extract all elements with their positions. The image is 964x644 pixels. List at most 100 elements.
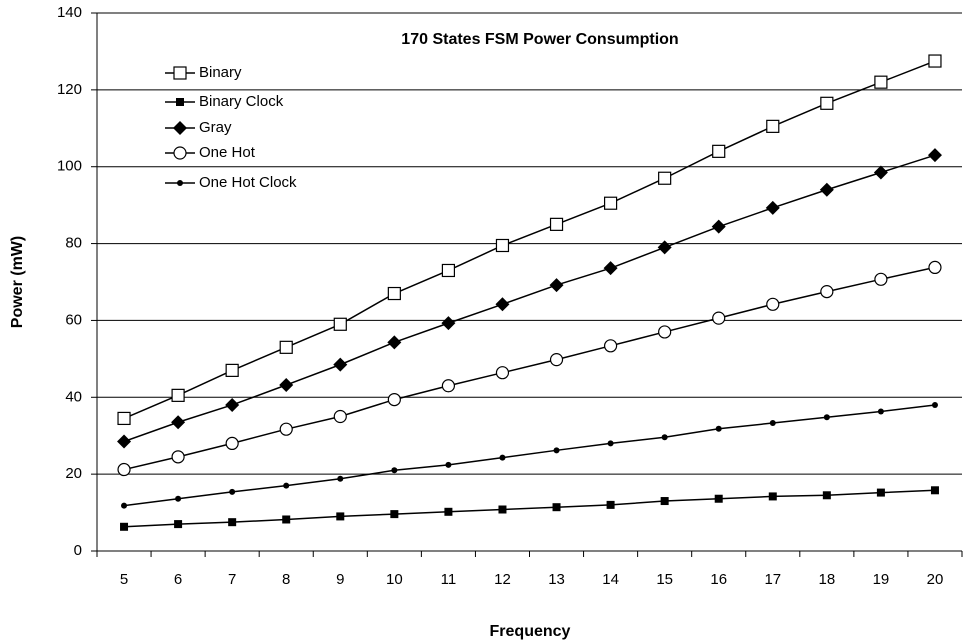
marker xyxy=(766,119,780,133)
marker xyxy=(121,502,128,509)
marker xyxy=(549,278,564,293)
marker xyxy=(445,461,452,468)
marker xyxy=(225,363,239,377)
chart-title: 170 States FSM Power Consumption xyxy=(401,31,678,48)
marker xyxy=(177,180,183,186)
legend-label: Binary Clock xyxy=(199,93,284,110)
marker xyxy=(444,507,453,516)
marker xyxy=(499,454,506,461)
marker xyxy=(171,415,186,430)
marker xyxy=(765,200,780,215)
marker xyxy=(607,440,614,447)
marker xyxy=(873,165,888,180)
marker xyxy=(279,340,293,354)
marker xyxy=(171,388,185,402)
marker xyxy=(549,353,564,367)
legend-label: Gray xyxy=(199,119,232,136)
legend-label: Binary xyxy=(199,64,242,81)
marker xyxy=(120,522,129,531)
marker xyxy=(931,401,938,408)
marker xyxy=(874,272,888,286)
marker xyxy=(769,420,776,427)
marker xyxy=(657,240,672,255)
series-line xyxy=(123,154,936,443)
marker xyxy=(819,182,834,197)
marker xyxy=(715,425,722,432)
legend-label: One Hot xyxy=(199,144,256,161)
marker xyxy=(283,482,290,489)
marker xyxy=(225,436,239,450)
x-tick-label: 12 xyxy=(494,571,511,588)
marker xyxy=(173,66,187,80)
x-tick-label: 15 xyxy=(656,571,673,588)
marker xyxy=(174,520,183,529)
y-tick-label: 20 xyxy=(65,465,82,482)
x-tick-label: 19 xyxy=(873,571,890,588)
marker xyxy=(552,503,561,512)
marker xyxy=(661,434,668,441)
marker xyxy=(387,286,401,301)
legend-label: One Hot Clock xyxy=(199,174,297,191)
x-tick-label: 17 xyxy=(764,571,781,588)
marker xyxy=(603,339,618,353)
marker xyxy=(176,98,184,106)
series-line xyxy=(123,489,936,528)
marker xyxy=(603,196,618,210)
marker xyxy=(495,366,510,380)
marker xyxy=(660,497,669,506)
marker xyxy=(171,450,185,464)
marker xyxy=(714,494,723,503)
marker xyxy=(336,512,345,521)
marker xyxy=(766,297,780,311)
marker xyxy=(337,475,344,482)
marker xyxy=(229,488,236,495)
x-tick-label: 9 xyxy=(336,571,344,588)
y-tick-label: 60 xyxy=(65,311,82,328)
series-line xyxy=(123,404,936,507)
marker xyxy=(282,515,291,524)
x-tick-label: 13 xyxy=(548,571,565,588)
series-line xyxy=(123,266,936,471)
marker xyxy=(820,285,834,299)
marker xyxy=(498,505,507,514)
marker xyxy=(823,414,830,421)
marker xyxy=(173,146,187,160)
x-tick-label: 14 xyxy=(602,571,619,588)
marker xyxy=(549,217,564,231)
marker xyxy=(279,377,294,392)
y-tick-label: 0 xyxy=(74,542,82,559)
marker xyxy=(441,263,456,278)
marker xyxy=(175,495,182,502)
marker xyxy=(225,397,240,412)
marker xyxy=(658,171,672,185)
y-tick-label: 40 xyxy=(65,388,82,405)
marker xyxy=(441,379,456,393)
y-tick-label: 100 xyxy=(57,158,82,175)
marker xyxy=(387,392,401,407)
marker xyxy=(441,316,456,331)
marker xyxy=(391,467,398,474)
marker xyxy=(117,411,131,426)
marker xyxy=(768,492,777,501)
marker xyxy=(279,422,293,436)
x-tick-label: 10 xyxy=(386,571,403,588)
marker xyxy=(333,317,347,331)
x-tick-label: 8 xyxy=(282,571,290,588)
marker xyxy=(928,260,942,274)
marker xyxy=(553,447,560,454)
marker xyxy=(712,311,726,325)
y-tick-label: 120 xyxy=(57,81,82,98)
marker xyxy=(928,54,942,68)
x-tick-label: 5 xyxy=(120,571,128,588)
marker xyxy=(876,488,885,497)
y-axis-label: Power (mW) xyxy=(9,236,26,328)
series-line xyxy=(123,60,936,420)
marker xyxy=(495,297,510,312)
marker xyxy=(658,325,672,339)
marker xyxy=(117,462,131,477)
marker xyxy=(712,144,726,158)
marker xyxy=(603,261,618,276)
marker xyxy=(117,434,132,449)
marker xyxy=(333,357,348,372)
